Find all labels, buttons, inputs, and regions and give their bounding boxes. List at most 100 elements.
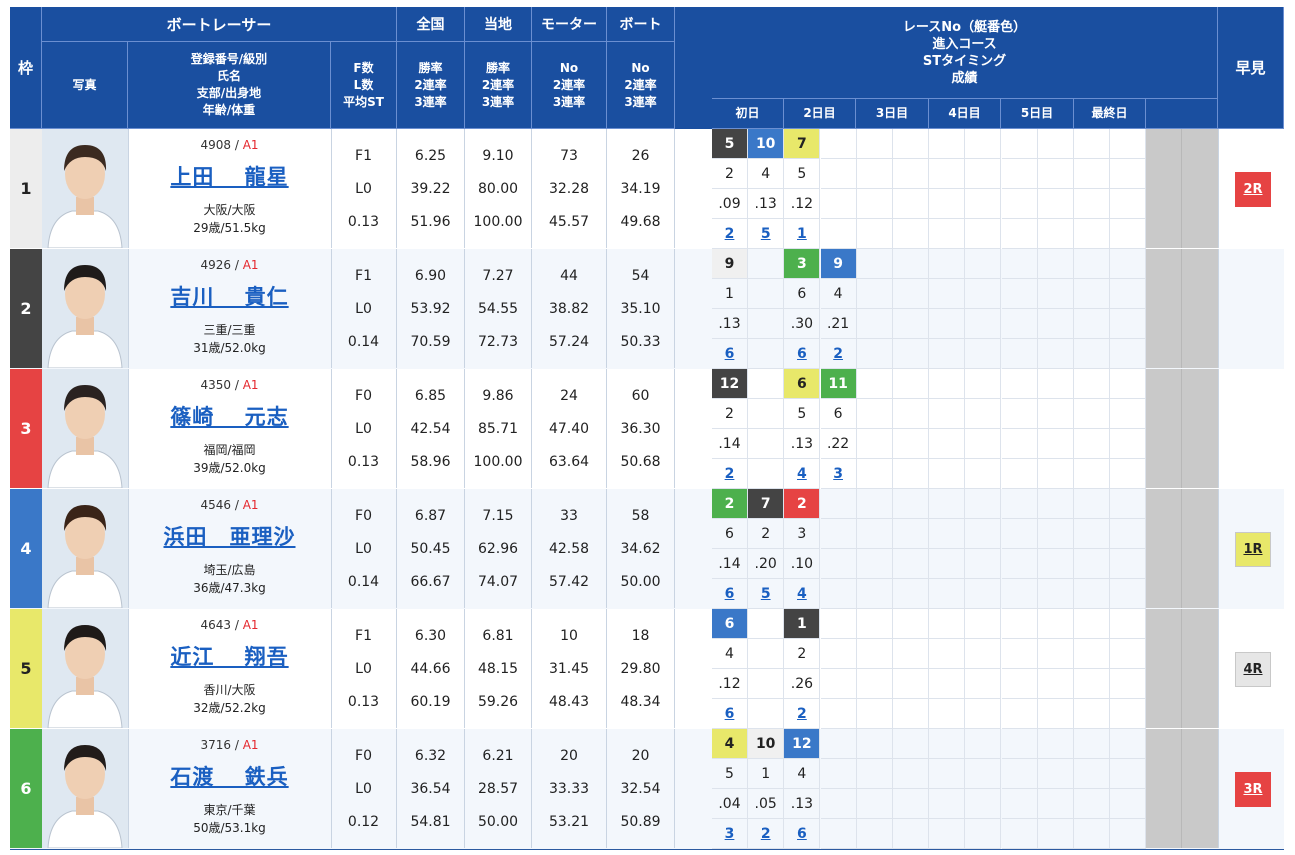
empty-cell xyxy=(1037,339,1074,369)
rank-link[interactable]: 5 xyxy=(748,579,785,609)
empty-cell xyxy=(929,129,966,159)
rank-link[interactable]: 2 xyxy=(712,219,748,249)
empty-cell xyxy=(965,489,1002,519)
stat-value: 74.07 xyxy=(477,573,519,590)
empty-cell xyxy=(893,519,929,549)
racer-branch: 香川/大阪 xyxy=(203,683,256,697)
racer-name-link[interactable]: 近江 翔吾 xyxy=(170,645,289,669)
empty-cell xyxy=(893,759,929,789)
zenkoku-stats: 6.32 36.54 54.81 xyxy=(397,729,465,848)
registration: 4908 / A1 xyxy=(200,138,259,152)
empty-cell xyxy=(748,399,785,429)
race-number-cell: 12 xyxy=(712,369,748,399)
racer-name-link[interactable]: 石渡 鉄兵 xyxy=(170,765,289,789)
stat-value: 50.89 xyxy=(620,813,661,830)
rank-link[interactable]: 6 xyxy=(784,819,821,849)
empty-cell xyxy=(1074,429,1110,459)
racer-branch: 福岡/福岡 xyxy=(203,443,256,457)
hayami-race-link[interactable]: 1R xyxy=(1235,532,1271,567)
stat-value: 45.57 xyxy=(548,213,590,230)
empty-cell xyxy=(893,399,929,429)
stat-value: 26 xyxy=(631,147,650,164)
rank-link[interactable]: 6 xyxy=(712,699,748,729)
stat-value: 48.34 xyxy=(620,693,661,710)
empty-cell xyxy=(893,579,929,609)
boat-no-header: No 2連率 3連率 xyxy=(607,42,675,129)
rank-link[interactable]: 2 xyxy=(784,699,821,729)
racer-name-link[interactable]: 吉川 貴仁 xyxy=(170,285,289,309)
racer-info: 4908 / A1 上田 龍星 大阪/大阪 29歳/51.5kg xyxy=(128,129,332,248)
zenkoku-stats: 6.85 42.54 58.96 xyxy=(397,369,465,488)
registration: 4926 / A1 xyxy=(200,258,259,272)
rank-link[interactable]: 6 xyxy=(784,339,821,369)
stat-value: 60 xyxy=(631,387,650,404)
empty-cell xyxy=(856,459,893,489)
empty-cell xyxy=(1074,699,1110,729)
st-timing-cell: .22 xyxy=(820,429,857,459)
waku-number: 3 xyxy=(10,369,42,488)
boat-header-label: ボート xyxy=(619,17,662,33)
empty-cell xyxy=(1074,309,1110,339)
touchi-stats: 6.21 28.57 50.00 xyxy=(465,729,532,848)
rank-link[interactable]: 1 xyxy=(784,219,821,249)
empty-cell xyxy=(965,159,1002,189)
rank-link[interactable]: 6 xyxy=(712,339,748,369)
stat-value: 54.55 xyxy=(477,300,519,317)
rank-link[interactable]: 3 xyxy=(712,819,748,849)
empty-cell xyxy=(965,729,1002,759)
empty-cell xyxy=(1001,399,1038,429)
stat-value: 6.25 xyxy=(414,147,447,164)
flst-cell: F1 L0 0.14 xyxy=(331,249,397,368)
empty-cell xyxy=(748,669,785,699)
race-results-grid: 2 6.14 6 7 2.20 5 2 3.10 4 xyxy=(712,489,1147,609)
rank-link[interactable]: 5 xyxy=(748,219,785,249)
registration-number: 4908 xyxy=(200,138,232,152)
stat-value: 57.42 xyxy=(548,573,590,590)
racer-name-link[interactable]: 上田 龍星 xyxy=(170,165,289,189)
racer-name-link[interactable]: 篠崎 元志 xyxy=(170,405,289,429)
hayami-race-link[interactable]: 4R xyxy=(1235,652,1271,687)
course-cell: 2 xyxy=(748,519,785,549)
hayami-race-link[interactable]: 2R xyxy=(1235,172,1271,207)
motor-stats: 20 33.33 53.21 xyxy=(532,729,607,848)
empty-cell xyxy=(1110,279,1147,309)
motor-no-header: No 2連率 3連率 xyxy=(532,42,607,129)
empty-cell xyxy=(929,489,966,519)
stat-value: 6.85 xyxy=(414,387,447,404)
rank-link[interactable]: 2 xyxy=(820,339,857,369)
empty-cell xyxy=(1074,609,1110,639)
empty-cell xyxy=(929,819,966,849)
f-count: F1 xyxy=(355,147,372,164)
day-header-row: 初日 2日目 3日目 4日目 5日目 最終日 xyxy=(712,99,1218,129)
flst-header-line-3: 平均ST xyxy=(343,94,384,109)
f-count: F1 xyxy=(355,267,372,284)
empty-cell xyxy=(929,579,966,609)
racer-class: A1 xyxy=(242,498,259,512)
race-header: レースNo（艇番色） 進入コース STタイミング 成績 xyxy=(712,7,1218,99)
waku-number: 5 xyxy=(10,609,42,728)
empty-cell xyxy=(820,219,857,249)
empty-cell xyxy=(965,699,1002,729)
empty-cell xyxy=(748,699,785,729)
empty-cell xyxy=(965,399,1002,429)
stat-value: 33 xyxy=(560,507,578,524)
rank-link[interactable]: 4 xyxy=(784,459,821,489)
racer-row: 1 4908 / A1 上田 龍星 大阪/大阪 29歳/51.5kg F1 L0 0.13 6.… xyxy=(10,129,1284,250)
st-timing-cell: .12 xyxy=(784,189,821,219)
f-count: F0 xyxy=(355,747,372,764)
rank-link[interactable]: 2 xyxy=(748,819,785,849)
empty-cell xyxy=(893,309,929,339)
rank-link[interactable]: 3 xyxy=(820,459,857,489)
empty-cell xyxy=(965,249,1002,279)
empty-cell xyxy=(1110,639,1147,669)
racer-name-link[interactable]: 浜田 亜理沙 xyxy=(163,525,296,549)
rank-link[interactable]: 4 xyxy=(784,579,821,609)
touchi-stats: 9.86 85.71 100.00 xyxy=(465,369,532,488)
day-header-3-label: 3日目 xyxy=(875,106,909,120)
empty-cell xyxy=(1001,579,1038,609)
rank-link[interactable]: 2 xyxy=(712,459,748,489)
touchi-rate-line-2: 2連率 xyxy=(481,77,515,92)
rank-link[interactable]: 6 xyxy=(712,579,748,609)
info-header-line-1: 登録番号/級別 xyxy=(190,52,268,66)
hayami-race-link[interactable]: 3R xyxy=(1235,772,1271,807)
